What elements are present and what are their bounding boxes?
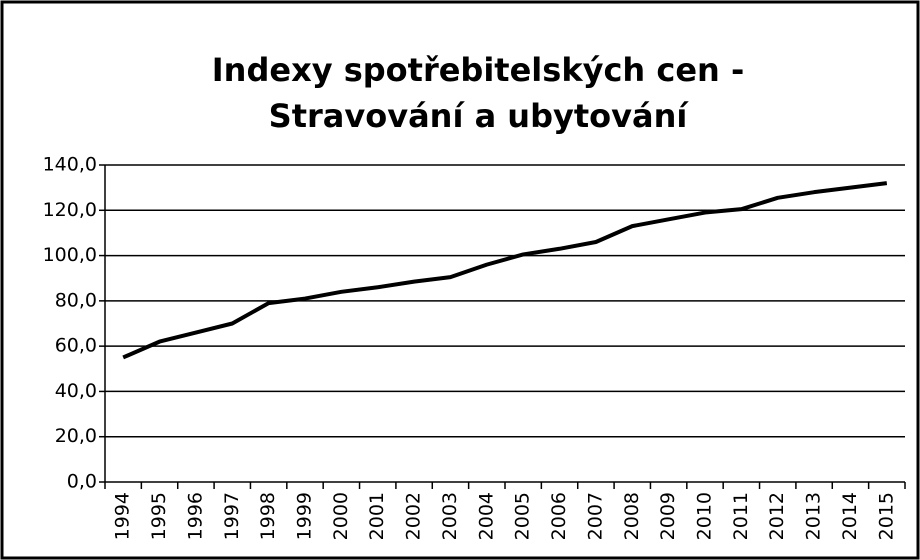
y-tick-label: 100,0 (43, 244, 97, 266)
x-tick-label: 1995 (148, 492, 170, 540)
x-tick-label: 1998 (257, 492, 279, 540)
x-tick-label: 2009 (657, 492, 679, 540)
x-tick-label: 2001 (366, 492, 388, 540)
y-tick-label: 140,0 (43, 154, 97, 176)
x-tick-label: 1996 (184, 492, 206, 540)
x-tick-label: 2015 (875, 492, 897, 540)
x-tick-label: 2007 (584, 492, 606, 540)
x-tick-label: 2002 (403, 492, 425, 540)
chart-title: Indexy spotřebitelských cen - (212, 51, 744, 89)
y-tick-label: 40,0 (55, 380, 97, 402)
x-tick-label: 2003 (439, 492, 461, 540)
y-tick-label: 80,0 (55, 289, 97, 311)
data-line (122, 181, 888, 360)
x-tick-label: 2010 (694, 492, 716, 540)
x-tick-label: 2012 (766, 492, 788, 540)
y-tick-label: 0,0 (67, 471, 97, 493)
x-tick-label: 2004 (475, 492, 497, 540)
x-tick-label: 1999 (294, 492, 316, 540)
x-tick-label: 2011 (730, 492, 752, 540)
x-tick-label: 2013 (803, 492, 825, 540)
x-tick-label: 2014 (839, 492, 861, 540)
y-tick-label: 20,0 (55, 425, 97, 447)
x-tick-label: 1997 (221, 492, 243, 540)
chart-title: Stravování a ubytování (269, 97, 690, 135)
x-tick-label: 2000 (330, 492, 352, 540)
x-tick-label: 2006 (548, 492, 570, 540)
y-tick-label: 120,0 (43, 199, 97, 221)
x-tick-label: 1994 (112, 492, 134, 540)
x-tick-label: 2008 (621, 492, 643, 540)
x-tick-label: 2005 (512, 492, 534, 540)
y-tick-label: 60,0 (55, 335, 97, 357)
